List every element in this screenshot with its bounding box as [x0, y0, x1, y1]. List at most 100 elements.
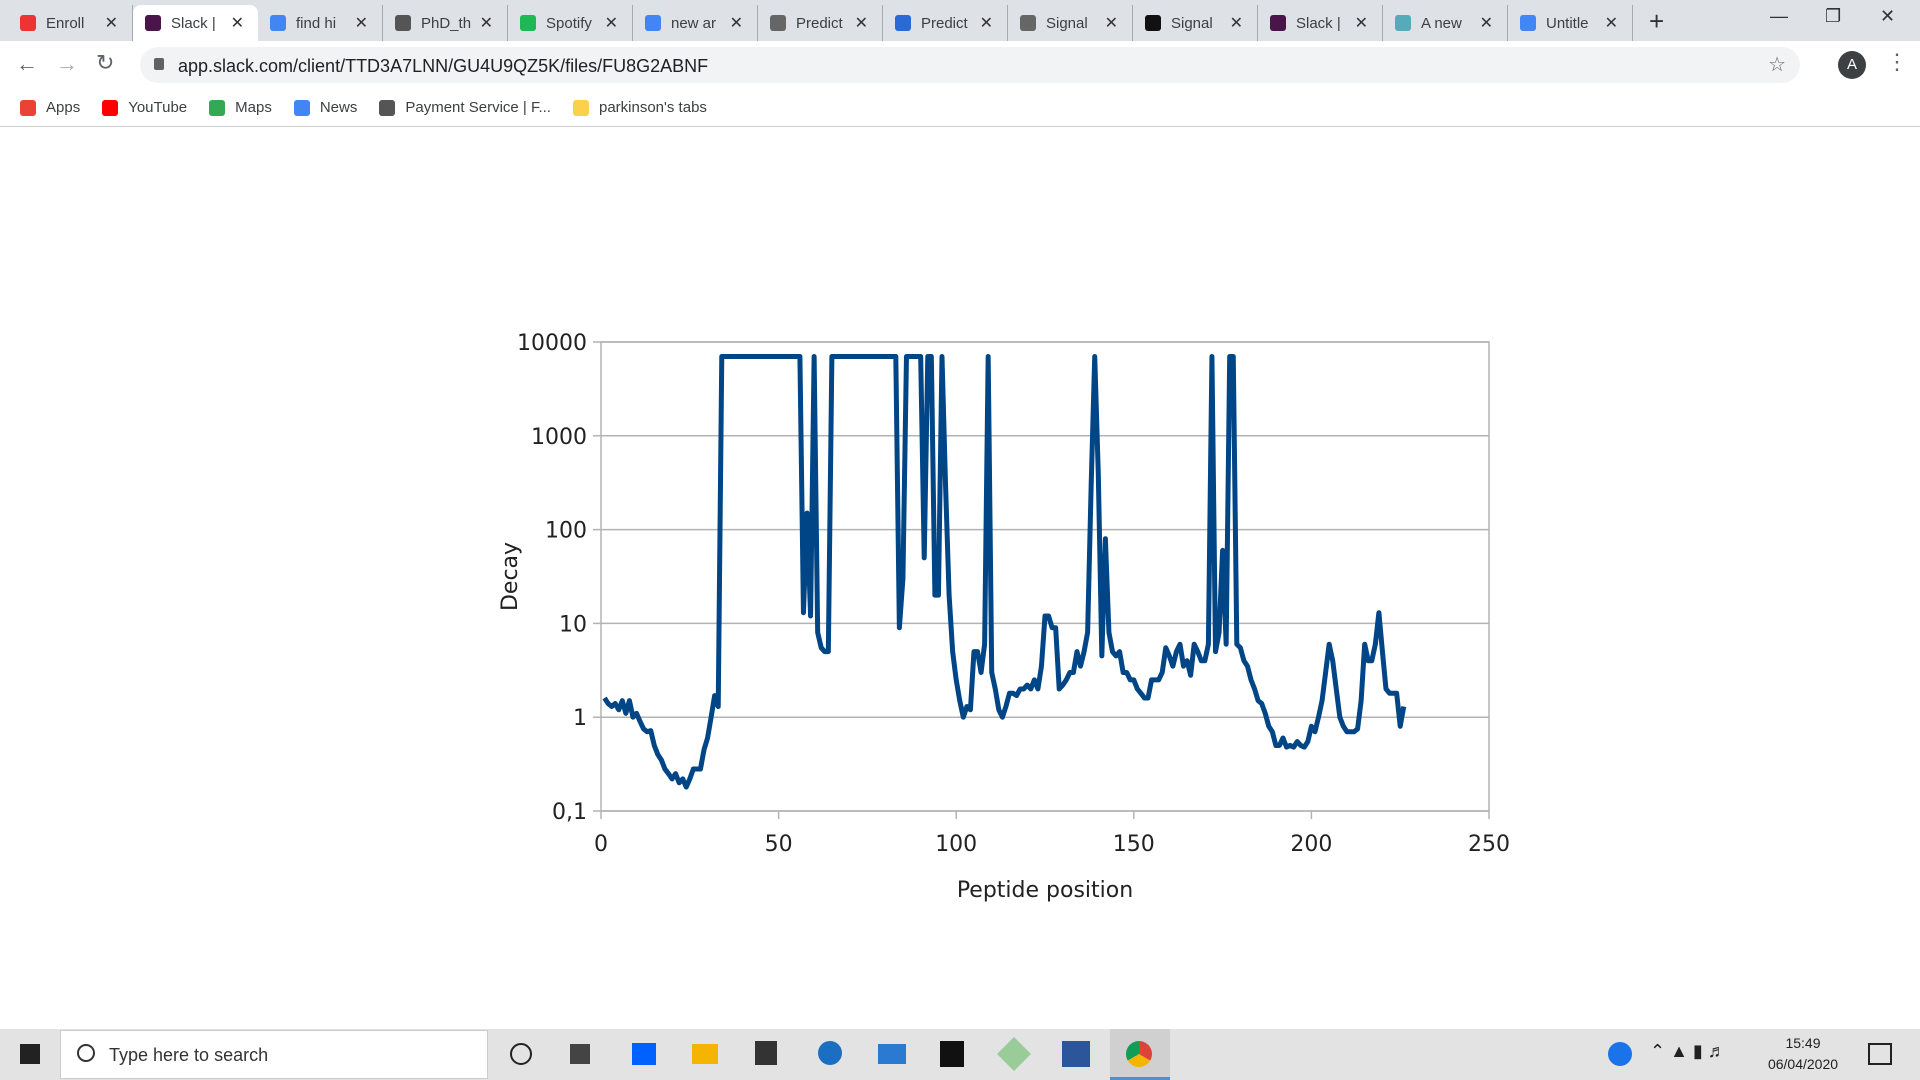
- tab-title: Spotify: [546, 14, 592, 32]
- help-icon[interactable]: [1608, 1042, 1632, 1066]
- tab-close[interactable]: ✕: [854, 15, 868, 32]
- bookmark-icon: [379, 99, 396, 116]
- cortana-button[interactable]: [510, 1043, 532, 1065]
- tab-close[interactable]: ✕: [104, 15, 118, 32]
- browser-tab[interactable]: Predict ✕: [758, 5, 883, 41]
- tab-close[interactable]: ✕: [1229, 15, 1243, 32]
- tab-close[interactable]: ✕: [979, 15, 993, 32]
- omnibox[interactable]: app.slack.com/client/TTD3A7LNN/GU4U9QZ5K…: [140, 47, 1800, 83]
- restore-button[interactable]: ❐: [1825, 6, 1842, 26]
- y-tick-label: 100: [545, 519, 587, 544]
- task-view[interactable]: [570, 1044, 590, 1064]
- bookmark-icon: [293, 99, 310, 116]
- tab-close[interactable]: ✕: [604, 15, 618, 32]
- tab-close[interactable]: ✕: [1604, 15, 1618, 32]
- tab-title: Slack |: [1296, 14, 1341, 32]
- tab-icon: [1395, 15, 1411, 31]
- start-button[interactable]: [20, 1044, 40, 1064]
- profile-avatar[interactable]: A: [1838, 51, 1866, 79]
- new-tab-button[interactable]: +: [1649, 6, 1665, 36]
- tab-title: Signal: [1046, 14, 1088, 32]
- tab-icon: [520, 15, 536, 31]
- browser-tab[interactable]: new ar ✕: [633, 5, 758, 41]
- tab-title: PhD_th: [421, 14, 472, 32]
- forward-button[interactable]: →: [56, 51, 78, 76]
- y-tick-label: 1000: [531, 425, 587, 450]
- x-tick-label: 0: [594, 832, 608, 857]
- tab-icon: [770, 15, 786, 31]
- chart: 0,1 1 10 100 1000 10000 0 50 100 150 200 250 Peptide…: [498, 331, 1510, 903]
- x-axis-title: Peptide position: [957, 878, 1133, 903]
- y-tick-label: 10: [559, 612, 587, 637]
- bookmark[interactable]: News: [293, 99, 358, 116]
- browser-tab[interactable]: Enroll ✕: [8, 5, 133, 41]
- bookmark-label: Apps: [46, 99, 81, 116]
- tab-close[interactable]: ✕: [729, 15, 743, 32]
- reload-button[interactable]: ↻: [96, 50, 115, 75]
- tab-title: Signal: [1171, 14, 1213, 32]
- browser-tab[interactable]: find hi ✕: [258, 5, 383, 41]
- chrome-app[interactable]: [1110, 1029, 1170, 1080]
- tab-close[interactable]: ✕: [1104, 15, 1118, 32]
- bookmark[interactable]: Apps: [20, 99, 80, 116]
- tab-icon: [1020, 15, 1036, 31]
- browser-tab[interactable]: Untitle ✕: [1508, 5, 1633, 41]
- taskbar-search[interactable]: Type here to search: [60, 1030, 488, 1079]
- bookmark-icon: [209, 99, 226, 116]
- url: app.slack.com/client/TTD3A7LNN/GU4U9QZ5K…: [178, 56, 709, 76]
- explorer-app[interactable]: [692, 1044, 718, 1064]
- tab-icon: [895, 15, 911, 31]
- clock-date: 06/04/2020: [1767, 1056, 1839, 1072]
- bookmark-label: News: [319, 99, 358, 116]
- bookmark-star[interactable]: ☆: [1768, 54, 1786, 76]
- bookmarks-bar: Apps YouTube Maps News Payment Service | F..…: [0, 89, 1920, 127]
- browser-tab[interactable]: Slack | ✕: [1258, 5, 1383, 41]
- bookmark[interactable]: Maps: [209, 99, 272, 116]
- browser-tab[interactable]: Signal ✕: [1133, 5, 1258, 41]
- x-tick-label: 100: [935, 832, 977, 857]
- bookmark[interactable]: YouTube: [102, 99, 187, 116]
- bookmark-label: YouTube: [128, 99, 188, 116]
- dropbox-app[interactable]: [632, 1043, 656, 1065]
- tab-close[interactable]: ✕: [230, 15, 244, 32]
- browser-tab[interactable]: Slack | ✕: [133, 5, 258, 41]
- netflix-app[interactable]: [940, 1041, 964, 1067]
- minimize-button[interactable]: —: [1770, 6, 1788, 26]
- address-bar: ← → ↻ app.slack.com/client/TTD3A7LNN/GU4…: [0, 41, 1920, 89]
- clock-time: 15:49: [1785, 1035, 1821, 1051]
- tab-close[interactable]: ✕: [1354, 15, 1368, 32]
- tab-icon: [145, 15, 161, 31]
- tab-close[interactable]: ✕: [354, 15, 368, 32]
- browser-tab[interactable]: Spotify ✕: [508, 5, 633, 41]
- tab-icon: [1520, 15, 1536, 31]
- system-tray[interactable]: ⌃ ▲ ▮ ♬: [1650, 1041, 1726, 1061]
- tab-title: Untitle: [1546, 14, 1589, 32]
- tab-close[interactable]: ✕: [479, 15, 493, 32]
- bookmark[interactable]: parkinson's tabs: [572, 99, 707, 116]
- tab-icon: [270, 15, 286, 31]
- word-app[interactable]: [1062, 1041, 1090, 1067]
- bookmark-icon: [20, 99, 36, 116]
- x-tick-label: 50: [765, 832, 793, 857]
- search-icon: [77, 1044, 95, 1062]
- browser-tab[interactable]: A new ✕: [1383, 5, 1508, 41]
- taskbar: Type here to search ⌃ ▲ ▮ ♬ 15:49 06/04/…: [0, 1029, 1920, 1080]
- tab-title: Predict: [921, 14, 968, 32]
- tab-close[interactable]: ✕: [1479, 15, 1493, 32]
- edge-app[interactable]: [818, 1041, 842, 1065]
- bookmark[interactable]: Payment Service | F...: [379, 99, 551, 116]
- tab-title: Slack |: [171, 14, 216, 32]
- browser-tab[interactable]: Signal ✕: [1008, 5, 1133, 41]
- app-icon[interactable]: [997, 1037, 1031, 1071]
- tab-title: Predict: [796, 14, 843, 32]
- notifications[interactable]: [1868, 1043, 1892, 1065]
- back-button[interactable]: ←: [16, 51, 38, 76]
- tab-title: new ar: [671, 14, 717, 32]
- menu-button[interactable]: ⋮: [1886, 49, 1908, 74]
- close-button[interactable]: ✕: [1880, 6, 1896, 26]
- browser-tab[interactable]: PhD_th ✕: [383, 5, 508, 41]
- store-app[interactable]: [755, 1041, 777, 1065]
- mail-app[interactable]: [878, 1044, 906, 1064]
- browser-tab[interactable]: Predict ✕: [883, 5, 1008, 41]
